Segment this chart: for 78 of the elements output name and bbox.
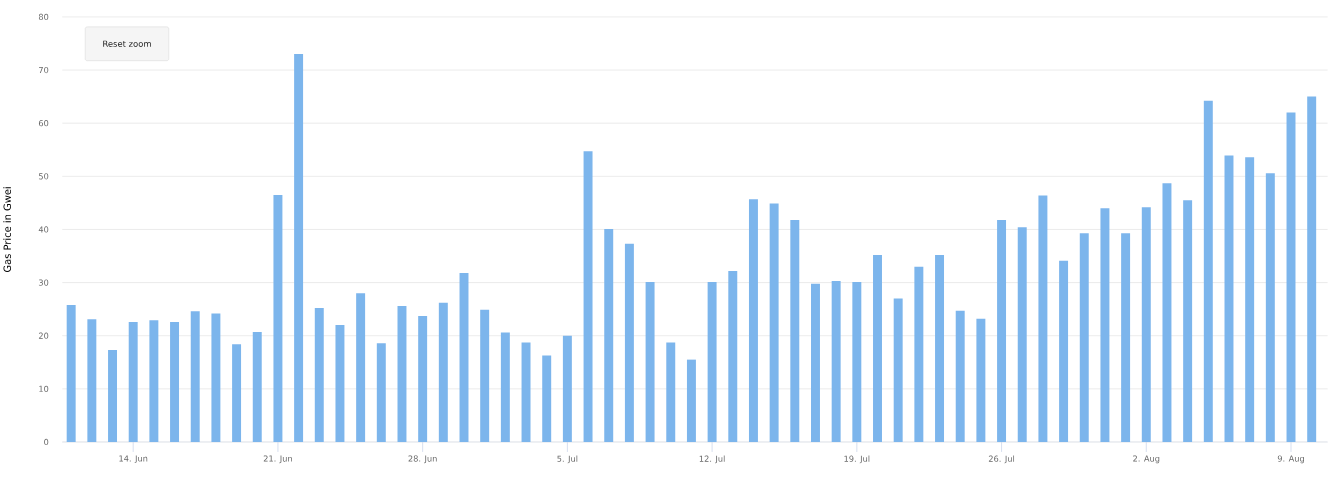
- x-tick-label: 26. Jul: [988, 455, 1015, 464]
- bar: [149, 320, 159, 443]
- bar: [87, 319, 97, 443]
- bar: [376, 343, 386, 443]
- bar: [604, 228, 614, 443]
- bar: [480, 309, 490, 443]
- x-tick-label: 21. Jun: [263, 455, 292, 464]
- bar: [914, 266, 924, 443]
- bar: [1141, 207, 1151, 443]
- bar: [1038, 195, 1048, 443]
- bar: [728, 270, 738, 443]
- bar: [438, 302, 448, 443]
- bar: [748, 199, 758, 443]
- bar: [955, 310, 965, 443]
- bar: [66, 304, 76, 443]
- bar: [418, 316, 428, 443]
- bar: [686, 359, 696, 443]
- bar: [624, 243, 634, 443]
- bar: [1079, 233, 1089, 443]
- bar: [1162, 183, 1172, 443]
- bar: [1017, 227, 1027, 443]
- annotation: Reset zoom: [103, 40, 151, 48]
- bar: [852, 282, 862, 443]
- bar: [562, 335, 572, 443]
- x-tick-label: 14. Jun: [119, 455, 148, 464]
- bar: [1307, 96, 1317, 443]
- bar: [397, 306, 407, 443]
- bar: [1100, 208, 1110, 443]
- bar: [1059, 260, 1069, 443]
- bar: [170, 321, 180, 443]
- bar: [500, 332, 510, 443]
- y-axis-title: Gas Price in Gwei: [3, 187, 11, 273]
- y-tick-label: 0: [44, 438, 49, 446]
- bar: [769, 203, 779, 443]
- bar: [790, 219, 800, 443]
- bar: [707, 282, 717, 443]
- y-tick-label: 60: [38, 120, 49, 127]
- y-tick-label: 50: [38, 173, 49, 180]
- bar: [211, 313, 221, 443]
- bar: [128, 321, 138, 443]
- bar: [314, 308, 324, 443]
- bar: [935, 255, 945, 443]
- bar: [356, 293, 366, 443]
- bar: [997, 219, 1007, 443]
- x-tick-label: 19. Jul: [844, 455, 870, 464]
- bar: [1265, 173, 1275, 443]
- x-tick-label: 5. Jul: [557, 455, 578, 464]
- bar: [521, 342, 531, 443]
- bar: [1203, 100, 1213, 443]
- bar: [108, 350, 117, 443]
- bar: [1245, 157, 1255, 443]
- bar: [811, 283, 820, 443]
- bar: [273, 194, 283, 443]
- y-tick-label: 10: [39, 385, 49, 393]
- bar: [294, 54, 304, 443]
- bar: [583, 151, 593, 443]
- bar: [666, 342, 676, 443]
- bar: [645, 282, 655, 443]
- y-tick-label: 70: [39, 67, 49, 74]
- bar: [1183, 200, 1193, 443]
- bar: [252, 332, 262, 443]
- y-tick-label: 80: [38, 13, 49, 21]
- y-tick-label: 30: [38, 279, 49, 286]
- bar: [893, 298, 903, 443]
- bar: [976, 318, 986, 443]
- bar: [542, 355, 552, 443]
- y-tick-label: 20: [38, 332, 49, 339]
- bar: [873, 255, 882, 443]
- bar: [1121, 233, 1131, 443]
- x-tick-label: 28. Jun: [408, 455, 437, 464]
- x-tick-label: 9. Aug: [1277, 455, 1304, 464]
- x-tick-label: 12. Jul: [699, 455, 725, 464]
- bar: [190, 311, 200, 443]
- bar: [335, 325, 345, 443]
- bar: [232, 344, 242, 443]
- y-tick-label: 40: [38, 226, 49, 233]
- bar: [831, 281, 841, 443]
- x-tick-label: 2. Aug: [1133, 455, 1160, 464]
